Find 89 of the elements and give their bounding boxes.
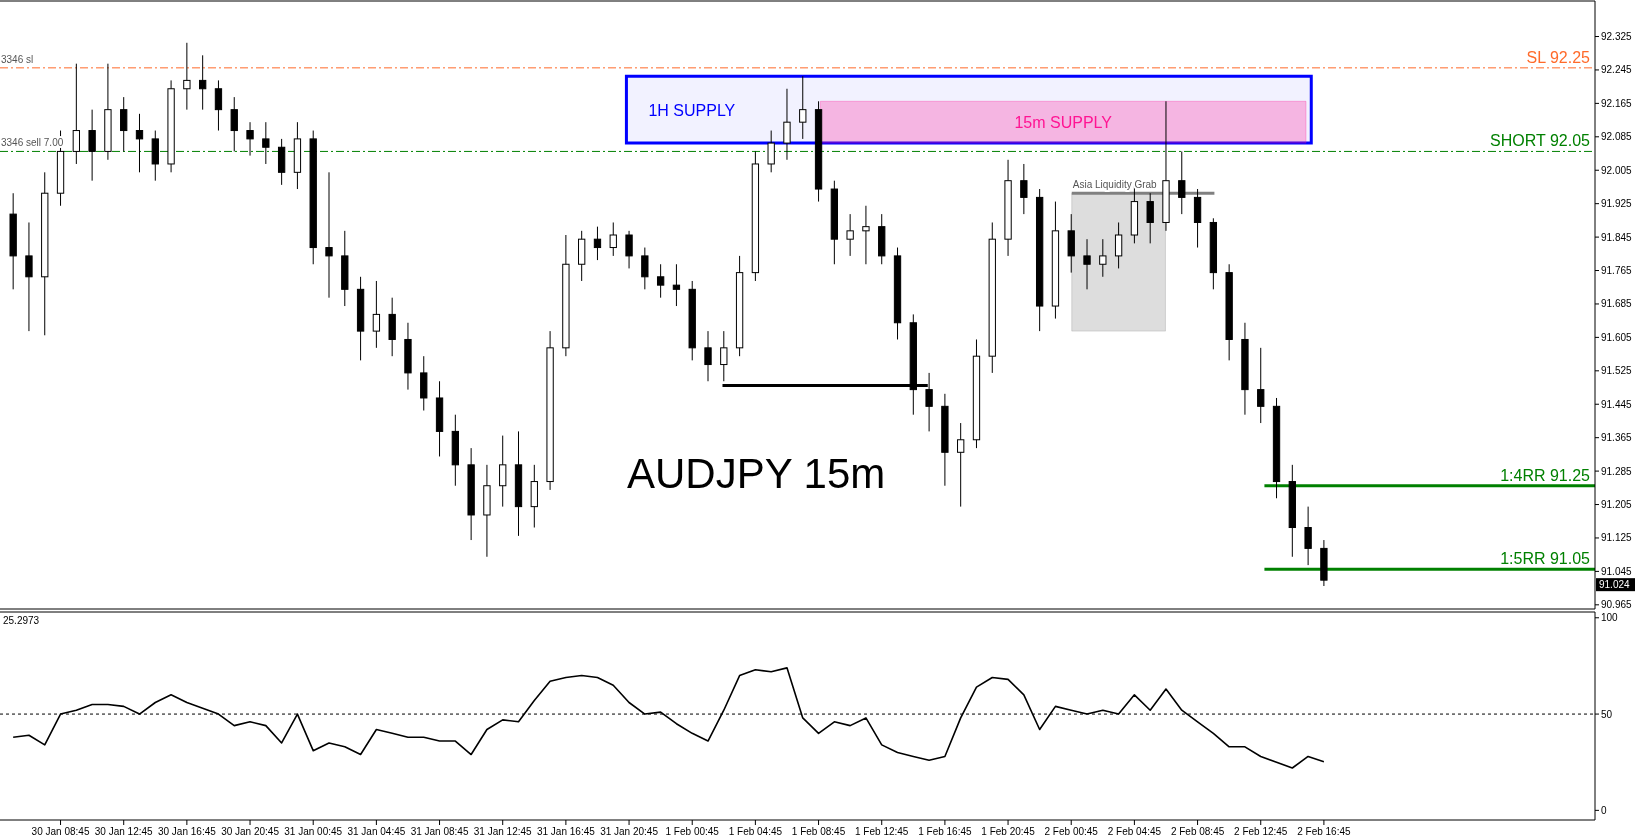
x-tick-label: 30 Jan 16:45 (157, 826, 217, 837)
y-tick-label: 91.365 (1601, 432, 1633, 444)
candlestick (672, 263, 681, 307)
y-tick-label: 91.765 (1601, 265, 1633, 277)
x-tick-label: 1 Feb 12:45 (855, 826, 909, 837)
candlestick (1178, 150, 1186, 215)
legend-label: 1H SUPPLY (648, 101, 736, 119)
candlestick (767, 130, 775, 173)
y-tick-label: 91.045 (1601, 565, 1633, 577)
legend-label: 15m SUPPLY (1014, 114, 1113, 132)
y-tick-label: 91.845 (1601, 231, 1633, 243)
x-tick-label: 31 Jan 12:45 (473, 826, 533, 837)
annotation: 3346 sl (1, 53, 34, 65)
candlestick (1146, 192, 1154, 244)
ref-line-label: SL 92.25 (1526, 48, 1591, 66)
candlestick (799, 75, 807, 140)
candlestick (656, 263, 665, 299)
candlestick (625, 230, 633, 269)
x-tick-label: 1 Feb 08:45 (791, 826, 846, 837)
x-tick-label: 31 Jan 08:45 (410, 826, 469, 837)
y-tick-label: 91.205 (1601, 499, 1633, 511)
candlestick (246, 121, 254, 157)
candlestick (609, 221, 617, 257)
y-tick-label: 50 (1601, 708, 1613, 720)
y-tick-label: 91.605 (1601, 331, 1633, 343)
candlestick (862, 205, 870, 265)
y-tick-label: 91.685 (1601, 298, 1633, 310)
candlestick (1020, 163, 1028, 215)
candlestick (120, 96, 128, 152)
y-tick-label: 92.005 (1601, 164, 1633, 176)
candlestick (499, 435, 507, 508)
candlestick (214, 79, 223, 132)
candlestick (135, 113, 144, 173)
candlestick (230, 96, 238, 152)
y-tick-label: 92.165 (1601, 97, 1633, 109)
candlestick (25, 221, 33, 332)
y-tick-label: 100 (1601, 612, 1619, 624)
x-tick-label: 31 Jan 04:45 (347, 826, 406, 837)
x-tick-label: 31 Jan 16:45 (536, 826, 596, 837)
ref-line-label: SHORT 92.05 (1490, 132, 1591, 150)
y-tick-label: 90.965 (1601, 599, 1633, 611)
y-tick-label: 91.925 (1601, 198, 1633, 210)
x-tick-label: 2 Feb 04:45 (1107, 826, 1162, 837)
series-label: 1:4RR 91.25 (1500, 466, 1591, 484)
y-tick-label: 92.325 (1601, 31, 1633, 43)
candlestick (846, 213, 854, 257)
y-tick-label: 92.245 (1601, 64, 1633, 76)
candlestick (593, 226, 602, 261)
series-label: 1:5RR 91.05 (1500, 550, 1591, 568)
x-tick-label: 1 Feb 00:45 (665, 826, 720, 837)
candlestick (88, 109, 96, 182)
annotation: Asia Liquidity Grab (1072, 179, 1158, 191)
x-tick-label: 30 Jan 12:45 (94, 826, 154, 837)
x-tick-label: 2 Feb 08:45 (1170, 826, 1225, 837)
x-tick-label: 1 Feb 20:45 (981, 826, 1036, 837)
x-tick-label: 1 Feb 16:45 (918, 826, 973, 837)
x-tick-label: 2 Feb 00:45 (1044, 826, 1099, 837)
candlestick (783, 88, 791, 161)
candlestick (957, 422, 965, 508)
y-tick-label: 0 (1601, 804, 1607, 816)
candlestick (262, 121, 270, 165)
candlestick (372, 280, 381, 349)
candlestick (1257, 347, 1265, 424)
candlestick (72, 63, 80, 165)
x-tick-label: 2 Feb 16:45 (1297, 826, 1352, 837)
y-tick-label: 91.525 (1601, 365, 1633, 377)
y-tick-label: 91.125 (1601, 532, 1633, 544)
x-tick-label: 31 Jan 00:45 (284, 826, 343, 837)
candlestick (641, 247, 649, 290)
candlestick (1083, 238, 1091, 290)
y-tick-label: 91.285 (1601, 465, 1633, 477)
candlestick (183, 42, 191, 111)
x-tick-label: 30 Jan 08:45 (31, 826, 90, 837)
candlestick (199, 54, 207, 111)
candlestick (1099, 238, 1107, 278)
candlestick (1304, 506, 1312, 566)
annotation: 25.2973 (3, 615, 40, 626)
x-tick-label: 30 Jan 20:45 (221, 826, 280, 837)
x-tick-label: 31 Jan 20:45 (600, 826, 659, 837)
candlestick (1114, 221, 1123, 269)
candlestick (325, 171, 333, 299)
candlestick (704, 330, 712, 382)
text: 91.024 (1599, 579, 1631, 591)
y-tick-label: 91.445 (1601, 398, 1633, 410)
x-tick-label: 2 Feb 12:45 (1234, 826, 1288, 837)
candlestick (720, 330, 728, 382)
y-tick-label: 92.085 (1601, 131, 1633, 143)
x-tick-label: 1 Feb 04:45 (728, 826, 783, 837)
annotation: AUDJPY 15m (627, 450, 886, 497)
